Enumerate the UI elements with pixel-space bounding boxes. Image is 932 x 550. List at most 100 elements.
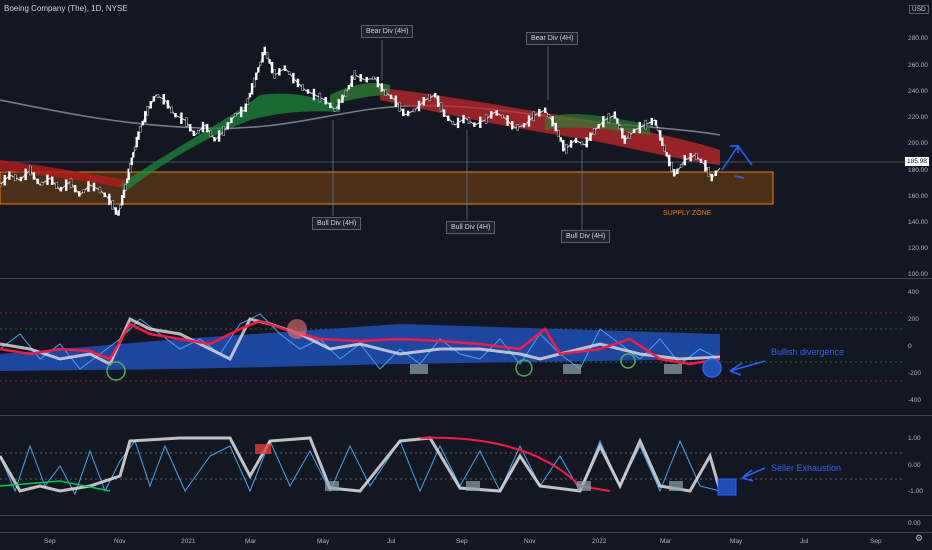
candle: [501, 114, 504, 119]
candle: [312, 88, 316, 101]
candle: [638, 121, 641, 134]
candle: [124, 184, 127, 191]
candle: [205, 123, 209, 133]
candle: [130, 157, 133, 166]
candle: [667, 154, 671, 167]
candle: [122, 189, 126, 198]
divergence-marker: [620, 353, 636, 369]
candle: [73, 184, 77, 193]
candle: [679, 164, 683, 168]
candle: [32, 172, 36, 180]
candle: [87, 181, 90, 192]
candle: [554, 122, 558, 132]
candle: [162, 94, 165, 105]
candle: [592, 128, 596, 135]
bear-div-label-1[interactable]: Bear Div (4H): [361, 25, 414, 38]
candle: [585, 137, 588, 148]
candle: [547, 114, 551, 118]
bull-div-label-1[interactable]: Bull Div (4H): [312, 217, 362, 230]
candle: [252, 77, 256, 88]
price-axis[interactable]: 280.00 260.00 240.00 220.00 200.00 180.0…: [908, 35, 928, 278]
candle: [436, 95, 440, 107]
candle: [244, 103, 247, 112]
candle: [278, 68, 281, 76]
candle: [103, 192, 106, 197]
candle: [239, 106, 243, 118]
candle: [217, 130, 221, 142]
candle: [389, 94, 393, 100]
candle: [597, 124, 600, 129]
candle: [417, 100, 421, 112]
price-pane[interactable]: Boeing Company (The), 1D, NYSE Bear Div …: [0, 0, 905, 277]
candle: [170, 106, 173, 114]
divergence-marker: [106, 361, 126, 381]
oscillator-pane-3[interactable]: [0, 516, 905, 532]
candle: [141, 120, 144, 126]
oscillator-red-line: [0, 319, 721, 366]
candle: [0, 183, 2, 187]
currency-badge[interactable]: USD: [909, 5, 929, 14]
seller-exhaustion-note: Seller Exhaustion: [771, 463, 842, 473]
candle: [632, 128, 636, 134]
candle: [230, 117, 233, 124]
arrow-seller: [741, 467, 766, 482]
candle: [135, 136, 138, 148]
candle: [380, 83, 383, 92]
candle: [259, 61, 262, 66]
candle: [689, 152, 692, 162]
candle: [451, 121, 455, 125]
oscillator-pane-1[interactable]: Bullish divergence: [0, 279, 905, 414]
candle: [149, 101, 152, 109]
candle: [132, 152, 135, 158]
bullish-divergence-note: Bullish divergence: [771, 347, 845, 357]
candle: [527, 115, 531, 127]
divergence-marker: [702, 358, 722, 378]
candle: [654, 120, 658, 126]
candle: [422, 97, 425, 106]
oscillator-3-axis[interactable]: 0.00: [908, 520, 921, 527]
candle: [580, 141, 584, 146]
candle: [226, 122, 229, 130]
candle: [710, 173, 713, 182]
candle: [538, 109, 541, 117]
bear-div-label-2[interactable]: Bear Div (4H): [526, 32, 579, 45]
candle: [623, 135, 627, 144]
ribbon-bull-mid: [330, 83, 390, 105]
candle: [98, 186, 102, 194]
candle: [661, 137, 664, 146]
supply-zone-label: SUPPLY ZONE: [663, 210, 712, 217]
candle: [318, 92, 322, 103]
divergence-marker: [287, 319, 307, 339]
candle: [602, 115, 605, 128]
pane-separator-1[interactable]: [0, 278, 932, 279]
candle: [120, 194, 124, 206]
candle: [551, 116, 554, 127]
candle: [562, 139, 565, 152]
candle: [24, 168, 27, 181]
candle: [402, 108, 405, 117]
pane-separator-2[interactable]: [0, 415, 932, 416]
candle: [559, 137, 562, 142]
oscillator-2-axis[interactable]: 1.00 0.00 -1.00: [908, 435, 923, 495]
oscillator-1-axis[interactable]: 400 200 0 -200 -400: [908, 289, 922, 404]
candle: [447, 115, 450, 121]
candle: [108, 193, 111, 206]
candle: [36, 178, 39, 185]
candle: [250, 83, 254, 95]
candle: [192, 130, 196, 137]
bull-div-label-2[interactable]: Bull Div (4H): [446, 221, 496, 234]
candle: [376, 76, 380, 88]
bull-div-label-3[interactable]: Bull Div (4H): [561, 230, 611, 243]
candle: [51, 176, 54, 185]
candle: [495, 110, 498, 116]
candle: [46, 174, 49, 185]
pane-separator-3[interactable]: [0, 515, 932, 516]
candle: [152, 96, 156, 102]
candle: [40, 181, 44, 186]
candle: [213, 137, 216, 142]
candle: [222, 126, 225, 136]
candle: [656, 127, 660, 131]
gear-icon[interactable]: ⚙: [915, 533, 924, 543]
oscillator-pane-2[interactable]: Seller Exhaustion: [0, 416, 905, 514]
candle: [699, 158, 703, 164]
